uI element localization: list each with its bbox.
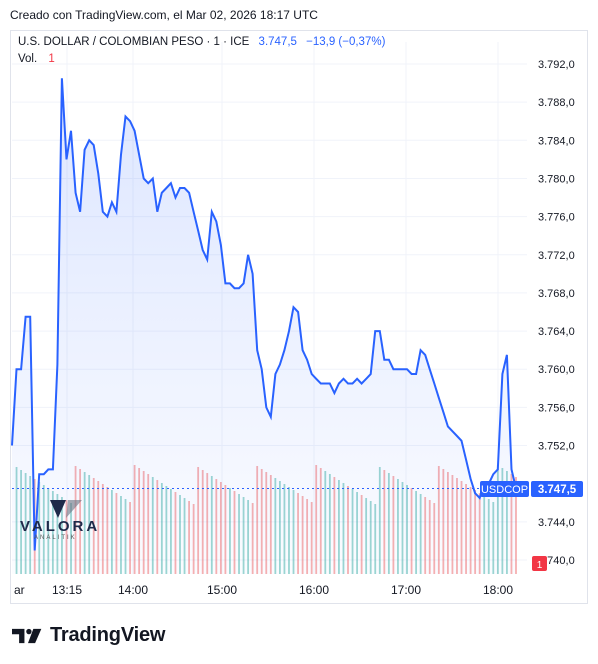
y-tick-label: 3.760,0 xyxy=(538,364,575,376)
x-tick-label: 14:00 xyxy=(118,583,148,597)
y-tick-label: 3.752,0 xyxy=(538,441,575,453)
x-tick-label: 15:00 xyxy=(207,583,237,597)
x-tick-label: 13:15 xyxy=(52,583,82,597)
y-tick-label: 3.764,0 xyxy=(538,326,575,338)
x-tick-label: 18:00 xyxy=(483,583,513,597)
price-tag-value-bg xyxy=(531,481,583,497)
volume-legend: Vol. 1 xyxy=(18,53,55,65)
tradingview-logo-icon xyxy=(12,628,42,643)
symbol-title: U.S. DOLLAR / COLOMBIAN PESO · 1 · ICE xyxy=(18,36,250,48)
y-tick-label: 3.772,0 xyxy=(538,250,575,262)
watermark-text: VALORA xyxy=(20,518,101,535)
y-axis-labels: 3.792,0 3.788,0 3.784,0 3.780,0 3.776,0 3.772… xyxy=(538,59,575,567)
x-axis-labels: ar 13:15 14:00 15:00 16:00 17:00 18:00 xyxy=(14,583,513,597)
y-tick-label: 3.792,0 xyxy=(538,59,575,71)
tradingview-brand[interactable]: TradingView xyxy=(12,624,165,647)
volume-badge-value: 1 xyxy=(537,560,543,571)
valora-logo-icon xyxy=(50,500,82,518)
watermark-subtext: ANALITIK xyxy=(34,535,77,541)
volume-badge: 1 xyxy=(532,556,547,571)
y-tick-label: 3.784,0 xyxy=(538,135,575,147)
y-tick-label: 3.744,0 xyxy=(538,517,575,529)
chart-legend: U.S. DOLLAR / COLOMBIAN PESO · 1 · ICE 3… xyxy=(18,36,385,48)
x-tick-label: 17:00 xyxy=(391,583,421,597)
volume-value: 1 xyxy=(48,53,55,65)
y-tick-label: 3.740,0 xyxy=(538,555,575,567)
y-tick-label: 3.756,0 xyxy=(538,402,575,414)
x-tick-label: ar xyxy=(14,583,25,597)
price-area xyxy=(12,78,516,575)
volume-label: Vol. xyxy=(18,53,38,65)
legend-change: −13,9 (−0,37%) xyxy=(306,36,386,48)
price-line xyxy=(11,78,517,551)
legend-price: 3.747,5 xyxy=(258,36,297,48)
price-tag: USDCOP 3.747,5 xyxy=(480,481,583,497)
y-tick-label: 3.788,0 xyxy=(538,97,575,109)
x-tick-label: 16:00 xyxy=(299,583,329,597)
price-tag-symbol: USDCOP xyxy=(481,484,528,496)
y-tick-label: 3.776,0 xyxy=(538,212,575,224)
price-tag-symbol-bg xyxy=(480,481,529,497)
y-tick-label: 3.780,0 xyxy=(538,173,575,185)
price-tag-value: 3.747,5 xyxy=(538,484,577,496)
created-caption: Creado con TradingView.com, el Mar 02, 2… xyxy=(10,8,318,22)
tradingview-wordmark: TradingView xyxy=(50,624,166,646)
y-tick-label: 3.768,0 xyxy=(538,288,575,300)
valora-watermark: VALORA ANALITIK xyxy=(20,496,106,546)
